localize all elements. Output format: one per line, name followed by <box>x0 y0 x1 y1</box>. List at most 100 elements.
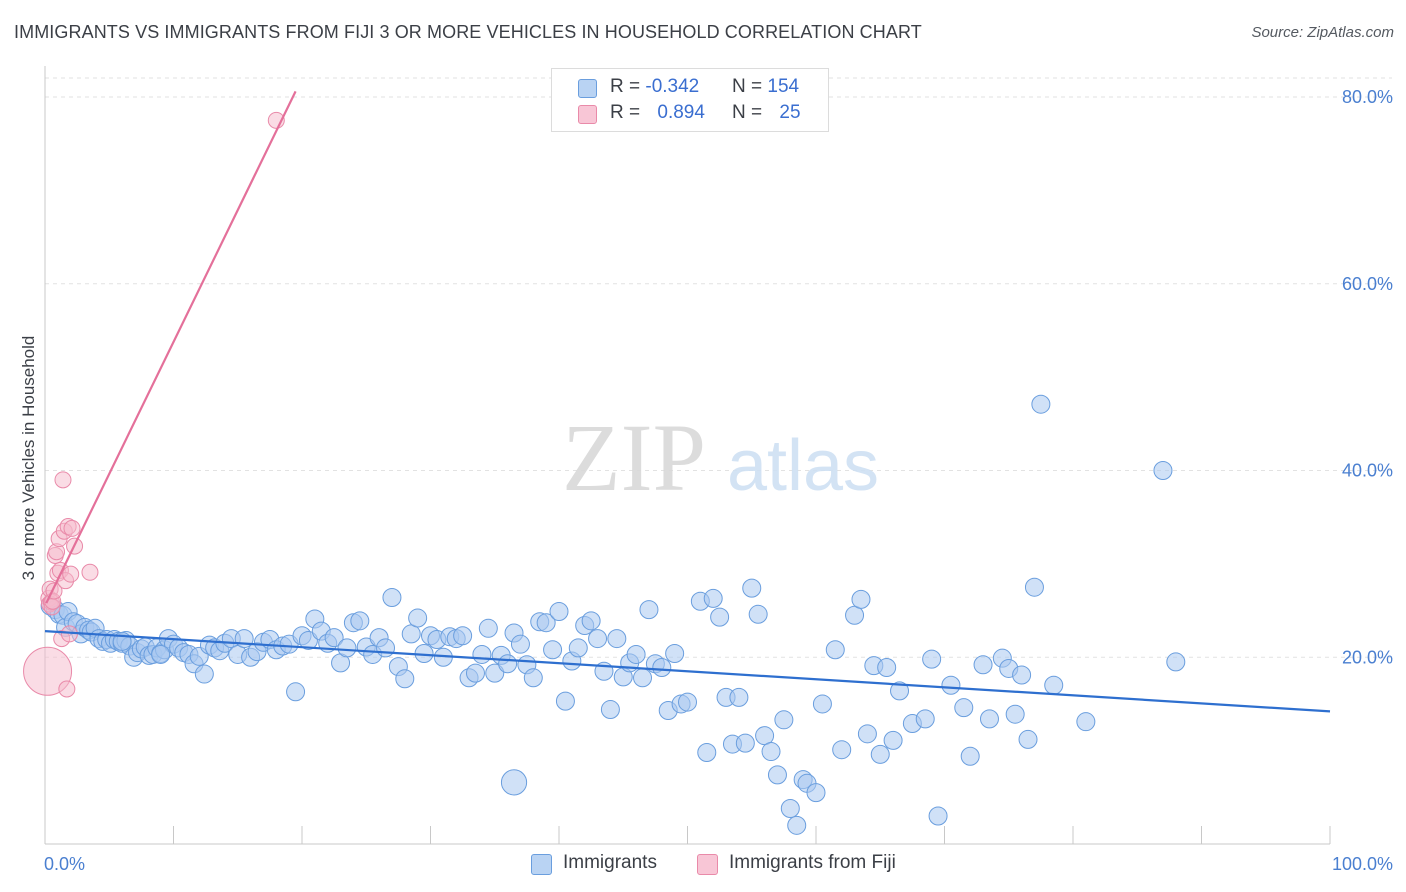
immigrants-point <box>536 613 556 633</box>
immigrants-point <box>543 640 563 660</box>
immigrants-point <box>298 630 318 650</box>
watermark-atlas: atlas <box>727 426 879 506</box>
immigrants-point <box>607 629 627 649</box>
immigrants-point <box>500 769 528 796</box>
immigrants-point <box>376 638 396 658</box>
trend-lines <box>44 90 1331 713</box>
immigrants-point <box>350 611 370 631</box>
legend-n: N = 154 <box>732 76 800 97</box>
y-tick-label: 40.0% <box>1342 461 1393 481</box>
immigrants-point <box>408 608 428 628</box>
fiji-point <box>62 565 80 583</box>
immigrants-point <box>581 611 601 631</box>
immigrants-point <box>665 644 685 664</box>
immigrants-point <box>755 726 775 746</box>
immigrants-point <box>1076 712 1096 732</box>
y-tick-label: 80.0% <box>1342 87 1393 107</box>
fiji-point <box>54 471 72 489</box>
immigrants-point <box>633 668 653 688</box>
immigrants-point <box>890 681 910 701</box>
legend-swatch-pink <box>578 105 597 124</box>
axes <box>44 66 1331 845</box>
immigrants-point <box>877 658 897 678</box>
immigrants-point <box>588 629 608 649</box>
immigrants-point <box>485 663 505 683</box>
immigrants-point <box>626 644 646 664</box>
immigrants-point <box>1024 577 1044 597</box>
immigrants-point <box>857 724 877 744</box>
gridlines <box>45 77 1392 658</box>
immigrants-point <box>523 668 543 688</box>
immigrants-point <box>1018 729 1038 749</box>
immigrants-point <box>812 694 832 714</box>
immigrants-point <box>979 709 999 729</box>
immigrants-point <box>729 687 749 707</box>
immigrants-point <box>697 742 717 762</box>
series-legend: Immigrants Immigrants from Fiji <box>0 852 1406 878</box>
stats-legend: R = -0.342 N = 154 R = 0.894 N = 25 <box>551 68 829 132</box>
immigrants-point <box>928 806 948 826</box>
immigrants-point <box>453 626 473 646</box>
legend-swatch-fiji <box>697 854 718 875</box>
tick-labels: 20.0% 40.0% 60.0% 80.0% 0.0% 100.0% <box>44 87 1393 874</box>
immigrants-point <box>1012 665 1032 685</box>
immigrants-point <box>465 663 485 683</box>
immigrants-point <box>960 746 980 766</box>
legend-r: R = 0.894 <box>610 102 705 123</box>
immigrants-point <box>395 669 415 689</box>
y-tick-label: 60.0% <box>1342 274 1393 294</box>
fiji-point <box>58 680 76 698</box>
immigrants-point <box>1166 652 1186 672</box>
immigrants-point <box>806 783 826 803</box>
immigrants-point <box>286 682 306 702</box>
immigrants-point <box>742 578 762 598</box>
immigrants-point <box>549 601 569 621</box>
immigrants-point <box>510 634 530 654</box>
legend-swatch-immigrants <box>531 854 552 875</box>
immigrants-point <box>600 700 620 720</box>
immigrants-point <box>973 655 993 675</box>
immigrants-point <box>954 698 974 718</box>
legend-swatch-blue <box>578 79 597 98</box>
immigrants-point <box>851 589 871 609</box>
immigrants-point <box>151 644 171 664</box>
source-note: Source: ZipAtlas.com <box>1251 24 1394 41</box>
immigrants-point <box>639 600 659 620</box>
immigrants-point <box>767 765 787 785</box>
immigrants-point <box>915 709 935 729</box>
immigrants-point <box>883 730 903 750</box>
immigrants-point <box>1031 394 1051 414</box>
immigrants-point <box>922 649 942 669</box>
fiji-points <box>23 111 285 698</box>
fiji-trend-line <box>45 90 297 604</box>
immigrants-point <box>568 638 588 658</box>
watermark: ZIP atlas <box>562 404 879 511</box>
immigrants-point <box>1044 675 1064 695</box>
fiji-point <box>23 646 73 696</box>
fiji-point <box>81 563 99 581</box>
immigrants-point <box>761 742 781 762</box>
immigrants-trend-line <box>44 630 1331 713</box>
immigrants-point <box>1005 704 1025 724</box>
legend-r: R = -0.342 <box>610 76 700 97</box>
immigrants-point <box>555 691 575 711</box>
immigrants-point <box>678 692 697 712</box>
immigrants-point <box>472 644 492 664</box>
immigrants-point <box>845 605 865 625</box>
immigrants-point <box>787 815 807 835</box>
immigrants-point <box>324 628 344 648</box>
immigrants-point <box>478 618 498 638</box>
immigrants-point <box>870 744 890 764</box>
immigrants-point <box>941 675 961 695</box>
immigrants-point <box>748 604 768 624</box>
immigrants-point <box>710 607 730 627</box>
immigrants-point <box>780 799 800 819</box>
immigrants-point <box>652 658 672 678</box>
immigrants-point <box>401 624 421 644</box>
x-tick-label-max: 100.0% <box>1332 854 1393 874</box>
chart-title: IMMIGRANTS VS IMMIGRANTS FROM FIJI 3 OR … <box>14 22 922 42</box>
x-tick-label-min: 0.0% <box>44 854 85 874</box>
immigrants-point <box>774 710 794 730</box>
immigrants-point <box>382 587 402 607</box>
